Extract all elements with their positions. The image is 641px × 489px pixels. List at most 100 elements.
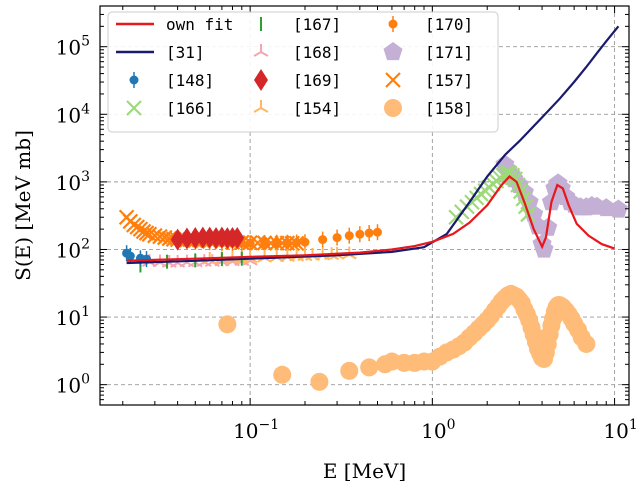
data-point <box>282 234 292 251</box>
y-tick-label-base: 10 <box>56 171 81 195</box>
x-tick-label-base: 10 <box>421 419 446 443</box>
data-point-dot <box>344 231 354 241</box>
data-point-dot <box>125 251 135 261</box>
series-line-ownfit <box>126 175 615 262</box>
data-point <box>188 226 203 249</box>
data-point <box>372 224 382 241</box>
data-point <box>170 228 185 251</box>
series-158 <box>218 284 596 391</box>
series-171 <box>495 154 628 258</box>
legend-marker <box>253 44 269 57</box>
legend-label: [154] <box>293 99 341 118</box>
series-169 <box>170 226 245 251</box>
data-point <box>344 227 354 244</box>
y-tick-label: 101 <box>56 304 90 330</box>
legend-label: [158] <box>425 99 473 118</box>
legend-marker <box>385 72 401 88</box>
legend-label: [157] <box>425 71 473 90</box>
data-point <box>318 231 328 248</box>
data-point-dot <box>300 237 310 247</box>
x-tick-label: 100 <box>421 417 455 443</box>
legend-marker-dot <box>129 75 139 85</box>
data-point <box>292 234 302 251</box>
data-point <box>272 234 282 251</box>
legend-label: [167] <box>293 15 341 34</box>
x-tick-label: 101 <box>603 417 637 443</box>
y-tick-label-base: 10 <box>56 103 81 127</box>
data-point <box>249 235 266 251</box>
data-point-dot <box>260 238 270 248</box>
y-tick-label: 105 <box>56 34 90 60</box>
legend-entry: [31] <box>116 43 205 62</box>
data-point <box>364 225 374 242</box>
data-point <box>534 239 554 258</box>
data-point <box>260 234 270 251</box>
legend-label: [170] <box>425 15 473 34</box>
x-tick-label-exponent: 0 <box>447 417 456 433</box>
series-166 <box>448 165 536 225</box>
y-tick-label: 103 <box>56 169 90 195</box>
x-tick-label-exponent: 1 <box>629 417 638 433</box>
data-point-dot <box>272 238 282 248</box>
legend-label: [171] <box>425 43 473 62</box>
legend-box <box>107 11 499 133</box>
data-point <box>340 361 359 380</box>
data-point <box>355 226 365 243</box>
legend-entry: [158] <box>384 99 473 118</box>
legend-entry: [166] <box>126 99 214 118</box>
data-point-dot <box>364 228 374 238</box>
y-tick-label-exponent: 3 <box>81 169 90 185</box>
plot-frame <box>99 5 630 406</box>
y-tick-label-base: 10 <box>56 36 81 60</box>
y-tick-label-exponent: 4 <box>81 101 90 117</box>
data-point <box>138 225 155 241</box>
data-point <box>179 227 194 250</box>
series-line-31 <box>126 25 620 265</box>
legend-marker <box>126 100 142 116</box>
legend-label: [169] <box>293 71 341 90</box>
legend-label: own fit <box>166 15 233 34</box>
legend-label: [31] <box>166 43 205 62</box>
legend-marker-dot <box>388 19 398 29</box>
x-tick-label-exponent: −1 <box>259 417 280 433</box>
legend-entry: [171] <box>383 42 473 62</box>
y-tick-label: 102 <box>56 236 90 262</box>
legend-marker <box>384 99 402 117</box>
data-point-dot <box>292 237 302 247</box>
legend: own fit [31] [148] [166] [167] [168] [169] [154… <box>107 11 499 133</box>
legend-entry: [154] <box>253 99 341 118</box>
data-point <box>300 234 310 251</box>
data-point-dot <box>318 235 328 245</box>
y-tick-label-exponent: 2 <box>81 236 90 252</box>
data-point <box>608 199 628 218</box>
legend-label: [166] <box>166 99 214 118</box>
x-axis-label: E [MeV] <box>323 459 406 483</box>
data-point-dot <box>245 238 255 248</box>
y-tick-label-base: 10 <box>56 306 81 330</box>
plot-area <box>118 25 628 391</box>
legend-marker <box>383 42 403 61</box>
data-point-dot <box>332 233 342 243</box>
legend-entry: [157] <box>385 71 473 90</box>
data-point <box>332 229 342 246</box>
legend-marker <box>254 69 268 91</box>
axes-ticks <box>100 5 629 406</box>
legend-entry: [170] <box>388 15 473 34</box>
legend-entry: [167] <box>260 15 341 34</box>
y-tick-label: 104 <box>56 101 90 127</box>
x-tick-label: 10−1 <box>233 417 279 443</box>
y-tick-label-exponent: 5 <box>81 34 90 50</box>
data-point <box>230 226 245 249</box>
x-tick-label-base: 10 <box>233 419 258 443</box>
y-tick-label-base: 10 <box>56 238 81 262</box>
legend-entry: own fit <box>116 15 233 34</box>
data-point-dot <box>282 238 292 248</box>
data-point <box>218 315 237 334</box>
legend-entry: [169] <box>254 69 341 91</box>
legend-label: [148] <box>166 71 214 90</box>
y-tick-label-exponent: 0 <box>81 372 90 388</box>
data-point <box>245 235 255 252</box>
data-point <box>360 358 379 377</box>
